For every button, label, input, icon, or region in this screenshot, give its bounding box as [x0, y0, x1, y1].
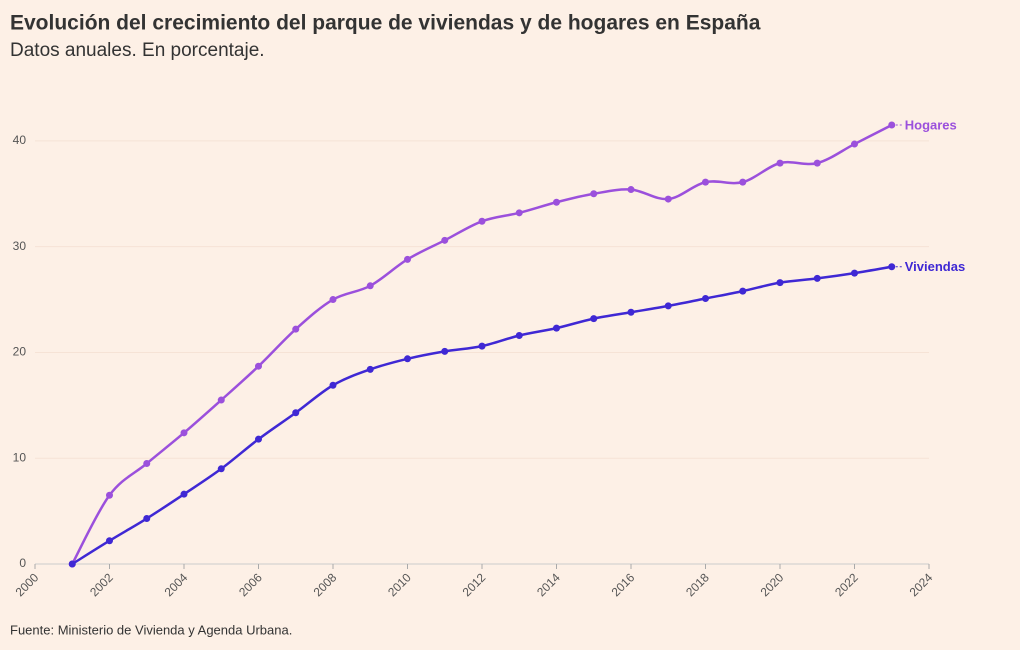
point	[739, 178, 747, 186]
point	[664, 195, 672, 203]
point	[553, 324, 560, 332]
source: Fuente: Ministerio de Vivienda y Agenda …	[10, 622, 292, 637]
point	[404, 355, 411, 363]
point	[255, 362, 262, 370]
point	[217, 465, 225, 473]
y-tick-label: 20	[13, 345, 27, 359]
point	[255, 435, 262, 443]
point	[888, 263, 896, 271]
point	[143, 460, 151, 468]
point	[888, 121, 896, 129]
point	[106, 491, 113, 499]
chart-title: Evolución del crecimiento del parque de …	[10, 12, 761, 35]
point	[553, 198, 560, 206]
point	[329, 381, 337, 389]
point	[515, 209, 523, 217]
point	[217, 396, 225, 404]
y-tick-label: 10	[13, 450, 27, 464]
point	[627, 186, 635, 194]
chart-subtitle: Datos anuales. En porcentaje.	[10, 40, 265, 61]
point	[664, 302, 672, 310]
point	[366, 365, 374, 373]
point	[366, 282, 374, 290]
point	[478, 342, 486, 350]
point	[441, 236, 449, 244]
point	[851, 140, 858, 148]
point	[404, 255, 411, 263]
point	[329, 296, 337, 304]
point	[441, 347, 449, 355]
point	[180, 490, 188, 498]
point	[515, 332, 523, 340]
point	[702, 178, 709, 186]
y-tick-label: 0	[19, 556, 26, 570]
point	[702, 294, 709, 302]
point	[739, 287, 747, 295]
series-label: Hogares	[905, 117, 957, 132]
series-label: Viviendas	[905, 259, 965, 274]
point	[776, 159, 784, 167]
point	[590, 315, 598, 323]
point	[478, 217, 486, 225]
y-tick-label: 30	[13, 239, 27, 253]
point	[180, 429, 188, 437]
point	[292, 325, 300, 333]
point	[68, 560, 76, 568]
point	[590, 190, 598, 198]
point	[627, 308, 635, 316]
point	[143, 515, 151, 523]
point	[106, 537, 113, 545]
point	[813, 159, 821, 167]
point	[851, 269, 858, 277]
point	[813, 274, 821, 282]
point	[292, 409, 300, 417]
point	[776, 279, 784, 287]
y-tick-label: 40	[13, 133, 27, 147]
